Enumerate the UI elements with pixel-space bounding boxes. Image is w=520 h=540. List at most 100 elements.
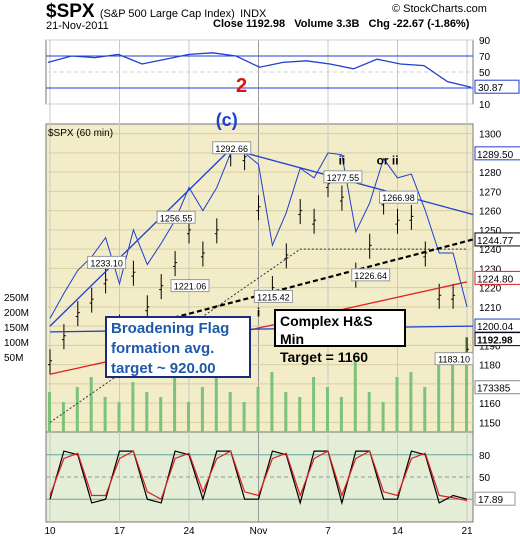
wave-ii-label: ii xyxy=(339,153,346,167)
hs-note-line-1: Complex H&S Min xyxy=(280,313,373,347)
rsi-tick-label: 50 xyxy=(479,68,491,79)
volume-bar xyxy=(89,377,93,432)
volume-bar xyxy=(75,387,79,432)
flag-note-line-3: target ~ 920.00 xyxy=(111,360,216,377)
volume-bar xyxy=(187,402,190,432)
price-label: 1183.10 xyxy=(438,355,470,365)
price-label: 1233.10 xyxy=(90,258,123,268)
axis-value-label: 1200.04 xyxy=(477,322,514,333)
volume-bar xyxy=(353,362,357,432)
rsi-last-value: 30.87 xyxy=(478,83,503,94)
stoch-last-value: 17.89 xyxy=(478,495,503,506)
volume-bar xyxy=(326,387,329,432)
rsi-tick-label: 90 xyxy=(479,36,491,47)
volume-bar xyxy=(256,387,260,432)
price-panel-label: $SPX (60 min) xyxy=(48,128,113,139)
price-label: 1226.64 xyxy=(354,271,387,281)
volume-bar xyxy=(48,392,51,432)
trendline-rising xyxy=(49,148,232,327)
axis-value-box xyxy=(474,146,520,161)
volume-bar xyxy=(312,377,316,432)
volume-bar xyxy=(117,402,121,432)
price-label-box xyxy=(253,289,293,303)
price-label: 1215.42 xyxy=(257,292,290,302)
price-tick-label: 1210 xyxy=(479,303,502,314)
hs-note-line-2: Target = 1160 xyxy=(280,349,369,365)
price-label: 1292.66 xyxy=(215,144,248,154)
price-tick-label: 1230 xyxy=(479,264,502,275)
volume-value: 173385 xyxy=(477,384,511,395)
axis-value-label: 1289.50 xyxy=(477,150,514,161)
volume-bar xyxy=(367,392,371,432)
price-label-box xyxy=(170,279,210,293)
price-tick-label: 1250 xyxy=(479,226,502,237)
volume-tick-label: 150M xyxy=(4,323,29,334)
flag-note-line-2: formation avg. xyxy=(111,340,215,357)
price-tick-label: 1160 xyxy=(479,399,501,410)
axis-value-box xyxy=(474,232,520,247)
volume-bar xyxy=(214,377,218,432)
axis-value-label: 1192.98 xyxy=(477,336,513,347)
price-label: 1266.98 xyxy=(382,193,415,203)
stoch-tick-label: 50 xyxy=(479,473,491,484)
price-label: 1221.06 xyxy=(174,282,207,292)
x-tick-label: 7 xyxy=(325,526,331,537)
volume-bar xyxy=(423,387,427,432)
hs-target-note: Complex H&S Min Target = 1160 xyxy=(274,309,406,365)
upper-band xyxy=(49,152,468,319)
axis-value-label: 1224.80 xyxy=(477,274,514,285)
change-value: Chg -22.67 (-1.86%) xyxy=(368,18,470,30)
volume-bar xyxy=(395,377,399,432)
price-label-box xyxy=(434,352,474,366)
volume-bar xyxy=(61,402,65,432)
x-tick-label: 10 xyxy=(44,526,56,537)
stoch-tick-label: 80 xyxy=(479,451,491,462)
volume-tick-label: 200M xyxy=(4,308,29,319)
price-label-box xyxy=(351,268,391,282)
price-label-box xyxy=(156,210,196,224)
volume-value-box xyxy=(474,380,520,395)
stoch-last-value-box xyxy=(474,491,516,506)
volume-bar xyxy=(159,397,163,432)
chart-header: $SPX (S&P 500 Large Cap Index) INDX 21-N… xyxy=(0,0,520,40)
wave-or-ii-label: or ii xyxy=(377,153,399,167)
price-tick-label: 1260 xyxy=(479,207,502,218)
volume-bar xyxy=(298,397,302,432)
chart-date: 21-Nov-2011 xyxy=(46,20,109,32)
x-tick-label: 14 xyxy=(392,526,404,537)
volume-bar xyxy=(242,402,246,432)
price-tick-label: 1220 xyxy=(479,284,502,295)
price-label-box xyxy=(212,141,252,155)
price-label-box xyxy=(379,190,418,204)
rsi-tick-label: 70 xyxy=(479,52,491,63)
volume-bar xyxy=(131,382,135,432)
rsi-last-value-box xyxy=(474,79,520,94)
volume-bar xyxy=(451,352,455,432)
axis-value-box xyxy=(474,318,520,333)
volume-bar xyxy=(465,337,468,432)
volume-bar xyxy=(173,372,177,432)
wave-i-label: i xyxy=(257,306,260,320)
x-tick-label: Nov xyxy=(250,526,268,537)
volume-bar xyxy=(437,357,441,432)
volume-bar xyxy=(381,402,385,432)
volume-value: Volume 3.3B xyxy=(294,18,360,30)
stoch-k-line xyxy=(49,450,468,506)
volume-tick-label: 250M xyxy=(4,293,29,304)
quote-line: Close 1192.98 Volume 3.3B Chg -22.67 (-1… xyxy=(213,18,475,30)
flag-note-line-1: Broadening Flag xyxy=(111,320,230,337)
volume-bar xyxy=(228,392,232,432)
chart-title: $SPX (S&P 500 Large Cap Index) INDX xyxy=(46,1,267,22)
volume-tick-label: 50M xyxy=(4,353,23,364)
price-label-box xyxy=(87,255,127,269)
price-tick-label: 1270 xyxy=(479,187,502,198)
volume-bar xyxy=(200,387,204,432)
price-tick-label: 1190 xyxy=(479,341,501,352)
volume-bar xyxy=(284,392,288,432)
stoch-d-line xyxy=(49,450,468,502)
axis-value-box xyxy=(474,270,520,285)
price-panel-bg xyxy=(45,123,474,433)
copyright-label: © StockCharts.com xyxy=(392,3,487,15)
price-tick-label: 1180 xyxy=(479,361,501,372)
price-tick-label: 1240 xyxy=(479,245,502,256)
